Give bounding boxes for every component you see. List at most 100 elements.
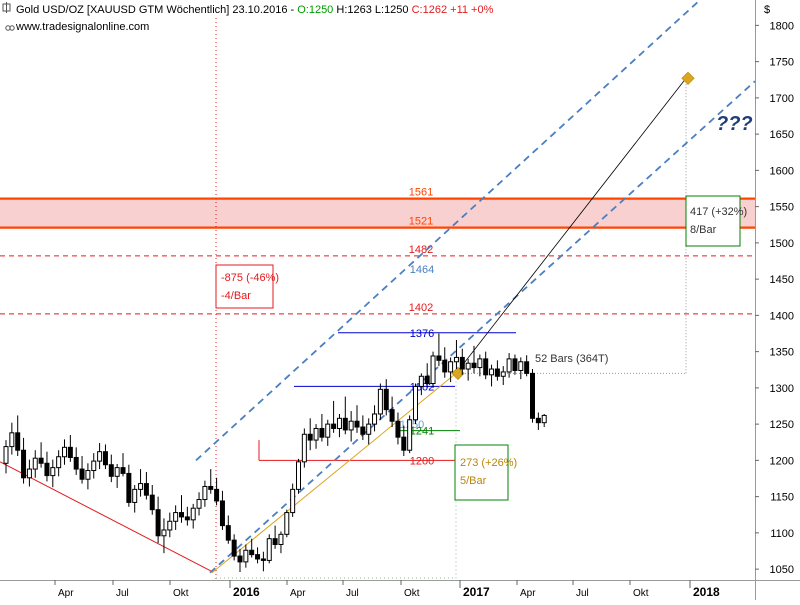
candle-28 bbox=[167, 512, 173, 538]
candle-38 bbox=[225, 515, 231, 544]
candle-48 bbox=[284, 509, 290, 538]
level-label-1200: 1200 bbox=[410, 455, 434, 467]
candle-body-92 bbox=[541, 414, 547, 424]
change-value: +11 +0% bbox=[447, 4, 493, 16]
candle-body-28 bbox=[167, 520, 173, 531]
candle-68 bbox=[401, 425, 407, 457]
candle-body-58 bbox=[342, 417, 348, 431]
candle-88 bbox=[518, 357, 524, 380]
candle-1 bbox=[9, 422, 15, 455]
y-tick-label-1300: 1300 bbox=[770, 383, 794, 395]
candle-87 bbox=[512, 354, 518, 375]
candle-body-38 bbox=[225, 525, 231, 541]
decline-box-line2: -4/Bar bbox=[221, 290, 251, 302]
link-icon[interactable] bbox=[5, 25, 15, 31]
candle-31 bbox=[184, 506, 190, 526]
candle-21 bbox=[126, 464, 132, 507]
candle-body-86 bbox=[506, 358, 512, 373]
candle-71 bbox=[418, 373, 424, 396]
candle-body-44 bbox=[260, 558, 266, 561]
candle-body-16 bbox=[97, 451, 103, 462]
candle-body-0 bbox=[3, 446, 9, 464]
candle-body-8 bbox=[50, 467, 56, 477]
candle-body-84 bbox=[494, 368, 500, 377]
candle-89 bbox=[524, 355, 530, 377]
candle-54 bbox=[319, 413, 325, 442]
candle-19 bbox=[114, 464, 120, 488]
candle-body-12 bbox=[73, 456, 79, 470]
candle-72 bbox=[424, 363, 430, 388]
x-tick-label-5: Jul bbox=[346, 588, 359, 599]
plot-area bbox=[0, 0, 755, 580]
candle-64 bbox=[377, 383, 383, 420]
candle-body-24 bbox=[143, 483, 149, 496]
candle-36 bbox=[214, 477, 220, 506]
candle-51 bbox=[301, 428, 307, 468]
candle-24 bbox=[143, 471, 149, 500]
projection-box-line1: 417 (+32%) bbox=[690, 206, 747, 218]
candle-86 bbox=[506, 353, 512, 378]
rally-box bbox=[454, 444, 509, 501]
candle-20 bbox=[120, 453, 126, 477]
candle-body-34 bbox=[202, 485, 208, 501]
high-low-value: H:1263 L:1250 bbox=[333, 4, 411, 16]
candle-56 bbox=[331, 400, 337, 433]
y-tick-label-1450: 1450 bbox=[770, 274, 794, 286]
candle-10 bbox=[62, 439, 67, 465]
candle-body-50 bbox=[296, 461, 301, 490]
candle-body-20 bbox=[120, 467, 126, 474]
candle-body-47 bbox=[278, 533, 284, 545]
y-tick-label-1050: 1050 bbox=[770, 564, 794, 576]
candle-23 bbox=[138, 469, 144, 497]
candle-52 bbox=[307, 418, 313, 451]
candle-79 bbox=[465, 358, 471, 381]
x-tick-label-8: Apr bbox=[520, 588, 536, 599]
candle-44 bbox=[260, 551, 266, 572]
x-tick-label-9: Jul bbox=[576, 588, 589, 599]
x-tick-label-2: Okt bbox=[173, 588, 189, 599]
candle-12 bbox=[73, 447, 79, 475]
candle-27 bbox=[161, 518, 167, 554]
candle-body-89 bbox=[524, 361, 530, 374]
candle-body-21 bbox=[126, 472, 132, 503]
candle-body-61 bbox=[360, 426, 366, 435]
candle-body-57 bbox=[336, 417, 342, 429]
chart-title: Gold USD/OZ [XAUUSD GTM Wöchentlich] 23.… bbox=[16, 4, 494, 16]
x-tick-label-6: Okt bbox=[404, 588, 420, 599]
candle-2 bbox=[15, 415, 21, 457]
candle-body-67 bbox=[395, 420, 401, 438]
annotations-layer: -875 (-46%) -4/Bar 273 (+26%) 5/Bar 417 (+32… bbox=[215, 113, 753, 501]
candle-body-15 bbox=[91, 460, 97, 472]
candle-body-46 bbox=[272, 538, 278, 545]
candle-body-70 bbox=[413, 385, 418, 421]
candle-body-17 bbox=[102, 451, 108, 466]
rally-box-line1: 273 (+26%) bbox=[460, 457, 517, 469]
candle-body-35 bbox=[208, 485, 214, 490]
axes-layer: 1050 1100 1150 1200 1250 1300 1350 1400 1450 1500… bbox=[54, 20, 794, 599]
y-tick-label-1700: 1700 bbox=[770, 93, 794, 105]
expand-icon[interactable] bbox=[2, 2, 11, 13]
candle-59 bbox=[348, 411, 354, 442]
candle-90 bbox=[530, 369, 535, 423]
currency-label: $ bbox=[764, 4, 770, 16]
x-tick-label-4: Apr bbox=[290, 588, 306, 599]
candle-body-7 bbox=[44, 462, 50, 477]
candle-body-29 bbox=[173, 512, 179, 522]
candle-body-33 bbox=[196, 499, 202, 509]
candle-body-76 bbox=[448, 361, 454, 373]
candle-body-66 bbox=[389, 409, 395, 422]
candle-body-79 bbox=[465, 362, 471, 370]
candle-78 bbox=[459, 348, 465, 375]
level-label-1241: 1241 bbox=[410, 426, 434, 438]
level-label-1402: 1402 bbox=[409, 302, 433, 314]
candle-17 bbox=[102, 444, 108, 470]
x-tick-label-7: 2017 bbox=[463, 585, 490, 599]
candle-45 bbox=[266, 534, 272, 564]
candle-57 bbox=[336, 413, 342, 438]
x-tick-label-11: 2018 bbox=[693, 585, 720, 599]
candle-body-36 bbox=[214, 488, 220, 502]
decline-box-line1: -875 (-46%) bbox=[221, 272, 279, 284]
y-tick-label-1250: 1250 bbox=[770, 419, 794, 431]
candle-body-22 bbox=[132, 488, 138, 503]
